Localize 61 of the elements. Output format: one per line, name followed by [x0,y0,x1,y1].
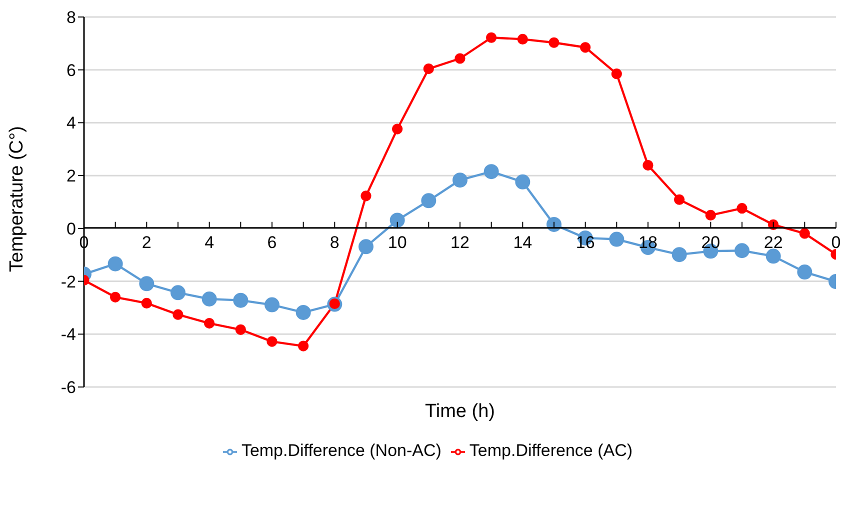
point [484,164,499,180]
point [266,336,278,347]
x-tick-label: 12 [450,232,470,252]
point [108,256,123,272]
legend-label: Temp.Difference (Non-AC) [241,441,442,460]
point [580,42,591,53]
point [452,172,468,188]
y-axis-title: Temperature (C°) [6,126,28,272]
y-tick-label: -6 [60,378,76,398]
x-tick-label: 2 [142,232,152,252]
point [202,291,217,306]
point [799,228,810,239]
point [296,304,311,320]
point [423,64,434,74]
point [235,324,246,335]
x-tick-label: 0 [831,232,841,252]
point [298,340,309,352]
x-tick-label: 6 [267,232,277,252]
point [139,276,154,292]
point [642,160,654,171]
point [172,309,184,320]
point [766,248,781,264]
y-tick-label: 0 [66,219,76,238]
point [674,194,685,205]
point [358,239,374,254]
point [705,210,716,221]
point [421,193,436,208]
point [611,68,622,80]
point [204,318,215,329]
x-tick-label: 4 [204,232,214,252]
point [548,37,560,48]
point [264,297,280,312]
point [170,285,186,300]
point [797,264,812,280]
x-tick-label: 22 [764,232,783,252]
point [515,174,530,190]
legend-label: Temp.Difference (AC) [469,441,633,460]
point [486,32,497,43]
y-tick-label: 8 [66,8,76,28]
point [517,34,528,44]
point [454,53,466,64]
x-axis-title: Time (h) [424,401,496,422]
x-tick-label: 10 [388,232,407,252]
point [360,190,372,202]
point [141,298,152,309]
y-tick-label: 6 [66,60,76,80]
point [609,232,624,247]
y-tick-label: 4 [66,114,76,133]
y-tick-label: 2 [66,166,76,186]
point [390,212,405,228]
point [672,247,687,262]
y-tick-label: -4 [60,325,76,344]
point [233,292,248,308]
y-tick-label: -2 [60,272,76,292]
point [546,216,562,232]
point [392,124,403,134]
x-tick-label: 8 [330,232,340,252]
point [110,292,121,302]
point [736,203,748,214]
point [734,243,750,258]
x-tick-label: 14 [513,232,532,252]
